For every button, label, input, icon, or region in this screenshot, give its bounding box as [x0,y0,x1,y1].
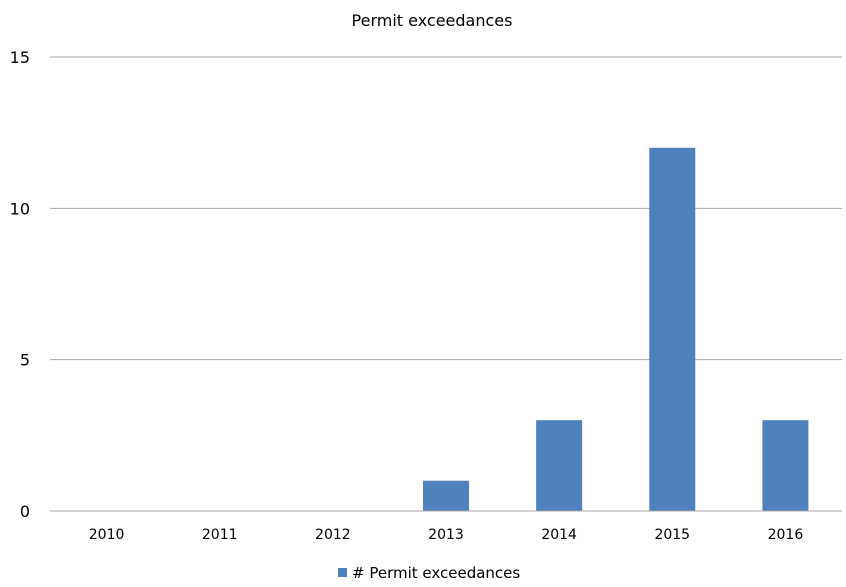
legend-swatch [338,568,347,577]
chart-title: Permit exceedances [352,11,513,30]
y-axis-ticks: 0 5 10 15 [10,48,30,521]
x-tick-label: 2012 [315,527,351,543]
y-tick-label: 0 [20,502,30,521]
bar [762,420,809,511]
bar-series [423,147,809,512]
x-tick-label: 2013 [428,527,464,543]
x-tick-label: 2010 [89,527,125,543]
y-tick-label: 15 [10,48,30,67]
x-axis-ticks: 2010 2011 2012 2013 2014 2015 2016 [89,527,804,543]
bar [536,420,583,511]
x-tick-label: 2014 [541,527,577,543]
legend: # Permit exceedances [338,564,520,582]
x-tick-label: 2015 [654,527,690,543]
bar [423,480,469,511]
bar [649,147,696,512]
x-tick-label: 2011 [202,527,238,543]
legend-label: # Permit exceedances [352,564,520,582]
x-tick-label: 2016 [768,527,804,543]
y-tick-label: 5 [20,351,30,370]
gridlines [50,56,842,361]
y-tick-label: 10 [10,199,30,218]
